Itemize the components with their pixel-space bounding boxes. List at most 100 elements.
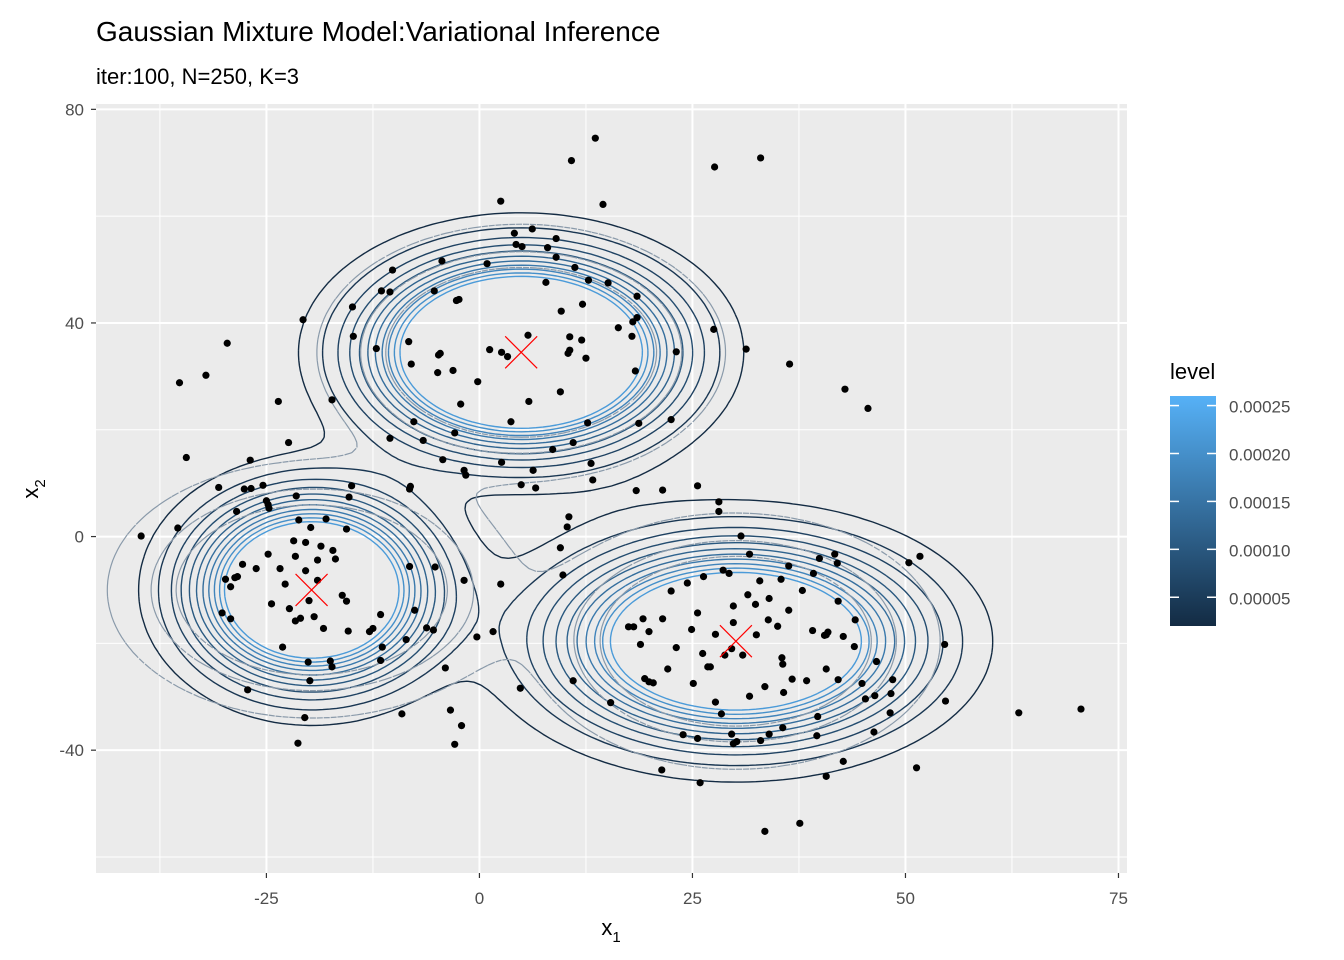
data-point bbox=[777, 575, 785, 583]
data-point bbox=[175, 379, 184, 387]
data-point bbox=[796, 819, 804, 827]
data-point bbox=[246, 456, 254, 464]
data-point bbox=[591, 134, 599, 142]
data-point bbox=[542, 278, 550, 286]
data-point bbox=[301, 713, 309, 722]
x-tick-label: -25 bbox=[254, 889, 279, 908]
data-point bbox=[584, 419, 592, 427]
data-point bbox=[441, 664, 449, 672]
data-point bbox=[386, 288, 394, 296]
data-point bbox=[679, 731, 687, 739]
data-point bbox=[423, 624, 431, 632]
data-point bbox=[822, 772, 830, 780]
y-tick-label: 40 bbox=[65, 314, 84, 333]
data-point bbox=[302, 567, 310, 575]
data-point bbox=[778, 654, 786, 662]
data-point bbox=[861, 695, 870, 703]
data-point bbox=[765, 594, 773, 603]
legend-ticks: 0.00025 0.00020 0.00015 0.00010 0.00005 bbox=[1170, 398, 1290, 608]
legend-tick-label: 0.00020 bbox=[1229, 446, 1290, 465]
data-point bbox=[264, 550, 272, 558]
data-point bbox=[419, 436, 427, 445]
data-point bbox=[607, 699, 615, 707]
data-point bbox=[565, 513, 573, 521]
data-point bbox=[486, 346, 494, 354]
data-point bbox=[672, 348, 680, 356]
data-point bbox=[813, 732, 821, 740]
data-point bbox=[556, 544, 564, 552]
data-point bbox=[292, 492, 300, 500]
data-point bbox=[1015, 709, 1023, 717]
data-point bbox=[310, 613, 318, 621]
data-point bbox=[886, 709, 894, 717]
data-point bbox=[833, 559, 841, 567]
data-point bbox=[438, 257, 446, 265]
data-point bbox=[291, 617, 299, 625]
contour-line bbox=[202, 260, 896, 729]
data-point bbox=[788, 675, 796, 683]
data-point bbox=[233, 573, 242, 581]
data-point bbox=[870, 728, 878, 736]
data-point bbox=[744, 591, 752, 599]
data-point bbox=[756, 577, 764, 585]
data-point bbox=[858, 679, 866, 688]
data-point bbox=[549, 445, 557, 454]
data-point bbox=[941, 697, 950, 705]
data-point bbox=[614, 324, 622, 332]
data-point bbox=[304, 658, 312, 666]
data-point bbox=[889, 676, 897, 684]
data-point bbox=[839, 632, 847, 641]
y-tick-label: -40 bbox=[59, 741, 84, 760]
data-point bbox=[635, 419, 643, 427]
data-point bbox=[696, 779, 704, 787]
data-point bbox=[864, 404, 872, 412]
contour-line bbox=[157, 227, 964, 767]
dashed-contour-line bbox=[150, 251, 897, 743]
data-point bbox=[761, 683, 769, 691]
data-point bbox=[628, 332, 636, 340]
axis-ticks: -25 0 25 50 75 -40 0 40 80 bbox=[59, 100, 1128, 908]
legend: level 0.00025 0.00020 0.00015 0.00010 0.0000… bbox=[1170, 359, 1290, 626]
data-point bbox=[525, 397, 533, 406]
data-point bbox=[834, 676, 842, 684]
data-point bbox=[460, 576, 468, 584]
data-point bbox=[218, 609, 226, 617]
contour-line bbox=[223, 275, 863, 711]
data-point bbox=[543, 244, 552, 252]
data-point bbox=[624, 623, 633, 631]
data-point bbox=[279, 643, 287, 651]
data-point bbox=[457, 400, 465, 408]
data-point bbox=[313, 556, 322, 564]
data-point bbox=[388, 266, 397, 274]
data-point bbox=[329, 546, 337, 555]
data-point bbox=[672, 644, 680, 652]
data-point bbox=[451, 740, 459, 748]
data-point bbox=[532, 484, 540, 492]
data-point bbox=[552, 253, 560, 261]
data-point bbox=[434, 351, 443, 359]
legend-colorbar bbox=[1170, 396, 1216, 626]
data-point bbox=[912, 764, 921, 772]
data-point bbox=[439, 456, 447, 464]
data-point bbox=[291, 552, 299, 560]
data-point bbox=[841, 385, 849, 393]
data-point bbox=[306, 677, 314, 685]
data-point bbox=[745, 550, 754, 558]
data-point bbox=[631, 367, 639, 375]
data-point bbox=[715, 498, 723, 506]
y-tick-label: 80 bbox=[65, 100, 84, 119]
data-point bbox=[941, 640, 949, 649]
data-point bbox=[307, 523, 315, 532]
legend-tick-label: 0.00010 bbox=[1229, 541, 1290, 560]
data-point bbox=[587, 459, 595, 468]
data-point bbox=[850, 642, 858, 651]
data-point bbox=[725, 569, 733, 578]
data-point bbox=[462, 471, 470, 479]
data-point bbox=[238, 560, 247, 568]
data-point bbox=[529, 466, 537, 474]
data-point bbox=[349, 332, 357, 340]
data-point bbox=[571, 263, 579, 272]
data-point bbox=[757, 736, 765, 745]
data-point bbox=[834, 597, 842, 605]
data-point bbox=[717, 710, 726, 718]
